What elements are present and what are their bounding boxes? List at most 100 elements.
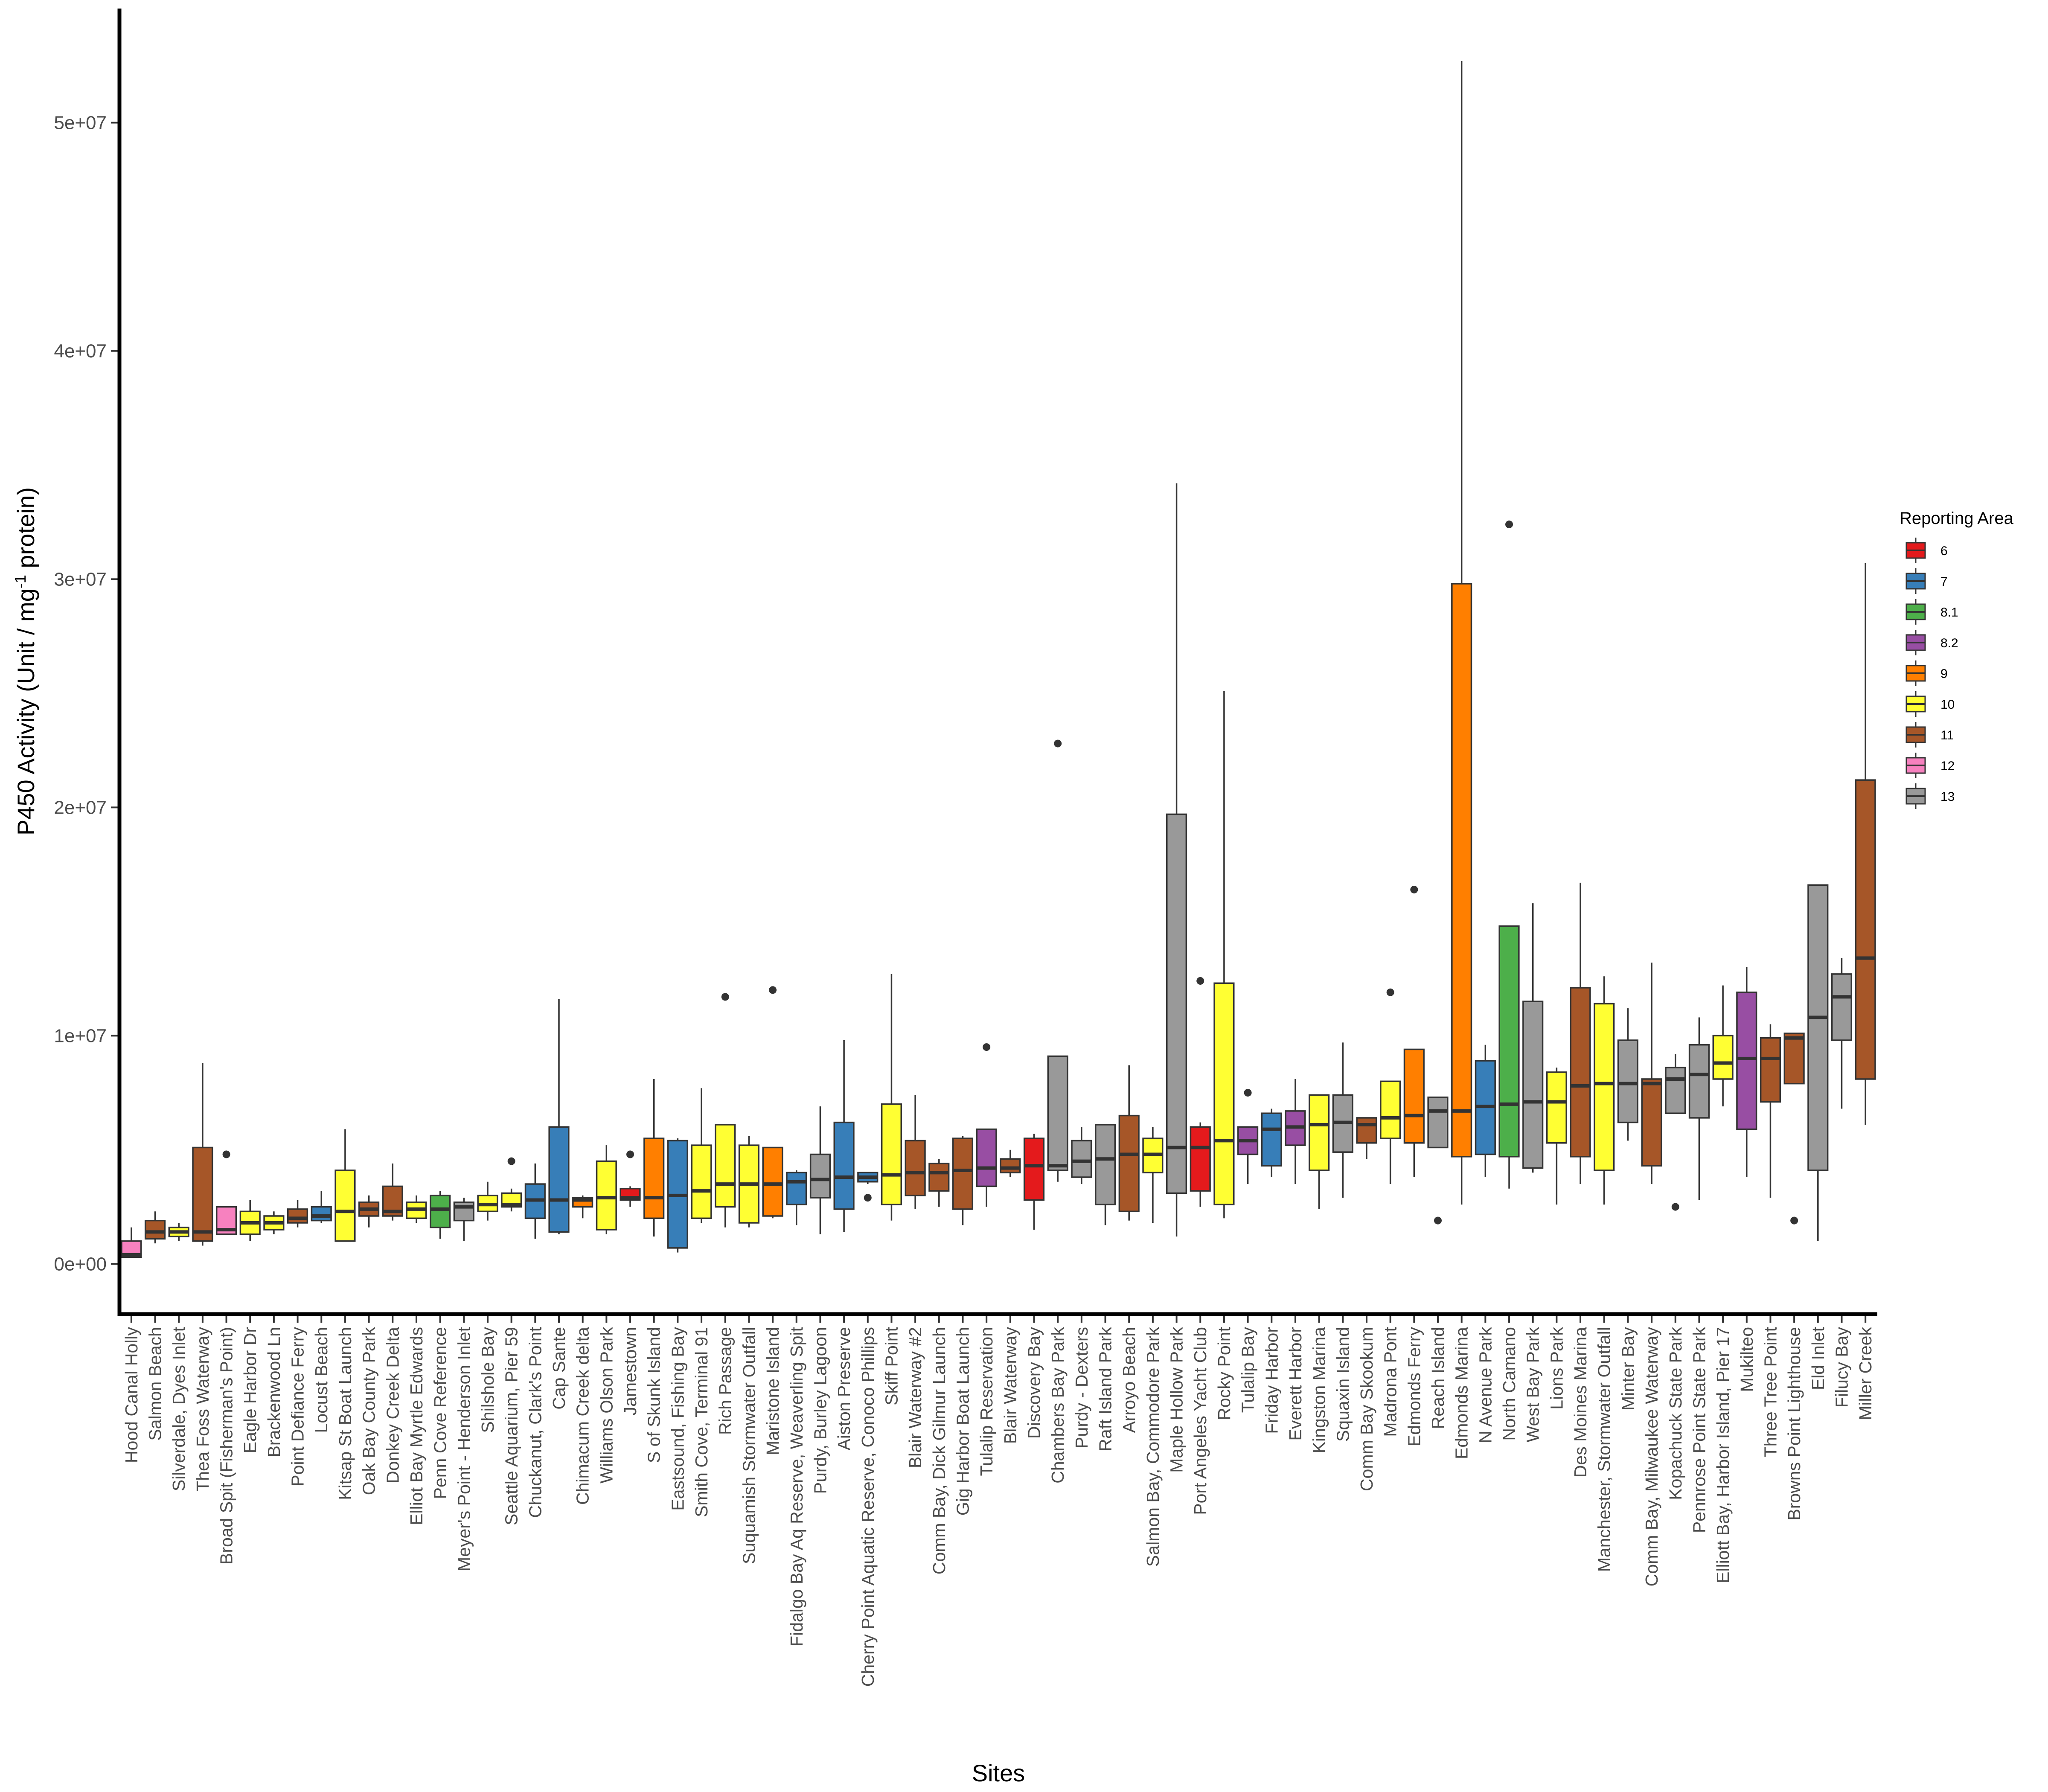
legend-item: 8.1: [1905, 599, 1958, 625]
box: [1427, 1097, 1449, 1149]
box-group: [1237, 1089, 1259, 1184]
box-group: [1166, 483, 1187, 1237]
x-tick-label: Chuckanut, Clark's Point: [525, 1327, 545, 1518]
outlier-point: [721, 993, 729, 1001]
box-group: [1760, 1024, 1781, 1198]
box-group: [287, 1200, 308, 1228]
box: [1118, 1114, 1140, 1213]
x-tick-label: Pennrose Point State Park: [1689, 1327, 1709, 1533]
box: [786, 1172, 807, 1205]
legend-item: 7: [1905, 568, 1948, 594]
box-group: [311, 1191, 332, 1223]
y-axis-title-tail: protein): [12, 487, 39, 575]
box: [1309, 1094, 1330, 1171]
box-group: [620, 1150, 641, 1207]
box-group: [1617, 1008, 1638, 1141]
x-tick-label: Squaxin Island: [1333, 1327, 1353, 1442]
outlier-point: [1434, 1216, 1442, 1225]
x-tick-label: Eagle Harbor Dr: [240, 1327, 260, 1453]
x-tick-label: Meyer's Point - Henderson Inlet: [454, 1327, 474, 1571]
x-tick-label: Purdy, Burley Lagoon: [810, 1327, 830, 1494]
box-group: [524, 1163, 546, 1239]
box: [287, 1208, 308, 1224]
box: [1166, 813, 1187, 1194]
legend-label: 11: [1940, 728, 1954, 742]
x-tick-label: Manchester, Stormwater Outfall: [1594, 1327, 1614, 1572]
box-group: [952, 1136, 974, 1225]
x-tick-label: Oak Bay County Park: [359, 1327, 379, 1495]
x-axis-title: Sites: [972, 1760, 1025, 1786]
box-group: [406, 1195, 427, 1223]
x-tick-label: Filucy Bay: [1832, 1327, 1851, 1408]
box: [1047, 1055, 1068, 1171]
box: [548, 1126, 570, 1233]
outlier-point: [1054, 739, 1062, 748]
box-group: [715, 993, 736, 1228]
box: [928, 1163, 950, 1192]
outlier-point: [1671, 1203, 1679, 1211]
legend-item: 9: [1905, 660, 1948, 686]
box: [430, 1195, 451, 1228]
x-tick-label: Elliot Bay Myrtle Edwards: [407, 1327, 426, 1525]
x-tick-label: Arroyo Beach: [1119, 1327, 1139, 1433]
legend-item: 10: [1905, 691, 1955, 717]
box-group: [928, 1159, 950, 1207]
x-tick-label: Point Defiance Ferry: [288, 1327, 308, 1487]
x-tick-label: Three Tree Point: [1760, 1327, 1780, 1457]
x-tick-label: Rocky Point: [1214, 1327, 1234, 1420]
box-group: [905, 1095, 926, 1209]
x-tick-label: Brackenwood Ln: [264, 1327, 284, 1457]
box-group: [809, 1106, 831, 1234]
x-tick-label: Browns Point Lighthouse: [1784, 1327, 1804, 1521]
box: [596, 1160, 617, 1231]
box: [311, 1206, 332, 1222]
x-tick-label: Broad Spit (Fisherman's Point): [217, 1327, 236, 1565]
x-tick-label: Elliott Bay, Harbor Island, Pier 17: [1713, 1327, 1733, 1583]
box-group: [215, 1150, 237, 1235]
x-tick-label: Tulalip Bay: [1238, 1327, 1258, 1413]
x-tick-label: Gig Harbor Boat Launch: [953, 1327, 972, 1516]
box: [1688, 1044, 1710, 1119]
y-axis-title: P450 Activity (Unit / mg-1 protein): [12, 487, 39, 835]
box-group: [1736, 967, 1757, 1178]
outlier-point: [626, 1150, 634, 1158]
x-tick-label: Kingston Marina: [1309, 1327, 1329, 1453]
box-group: [453, 1198, 474, 1241]
x-tick-label: Salmon Beach: [145, 1327, 165, 1441]
box-group: [1094, 1124, 1116, 1225]
box-group: [1071, 1127, 1092, 1184]
box-group: [596, 1145, 617, 1234]
legend-item: 13: [1905, 783, 1955, 809]
x-tick-label: Eastsound, Fishing Bay: [668, 1327, 687, 1511]
box-group: [1855, 563, 1876, 1125]
box-group: [1427, 1097, 1449, 1225]
box-group: [1142, 1127, 1164, 1223]
box-group: [1380, 988, 1401, 1184]
x-tick-label: Tulalip Reservation: [977, 1327, 996, 1476]
x-tick-label: Comm Bay, Dick Gilmur Launch: [929, 1327, 949, 1574]
box-group: [691, 1088, 712, 1223]
box-group: [738, 1136, 759, 1228]
y-tick-label: 0e+00: [54, 1254, 107, 1274]
box-group: [1807, 884, 1829, 1241]
outlier-point: [1505, 521, 1513, 529]
box-group: [1261, 1108, 1282, 1178]
x-tick-label: Thea Foss Waterway: [193, 1327, 212, 1492]
x-tick-label: Minter Bay: [1618, 1327, 1638, 1411]
box: [1522, 1001, 1544, 1169]
outlier-point: [507, 1157, 515, 1165]
box-group: [1047, 739, 1068, 1182]
box-group: [1000, 1149, 1021, 1178]
box: [1094, 1124, 1116, 1205]
box-group: [1522, 903, 1544, 1173]
box: [1190, 1126, 1211, 1192]
box-group: [857, 1172, 879, 1202]
x-tick-label: Raft Island Park: [1096, 1327, 1115, 1452]
box: [1831, 973, 1853, 1041]
box-group: [192, 1063, 213, 1246]
x-tick-label: Everett Harbor: [1286, 1327, 1305, 1441]
box: [905, 1140, 926, 1196]
x-tick-label: Miller Creek: [1856, 1327, 1875, 1420]
box: [1617, 1039, 1638, 1123]
box-group: [239, 1200, 261, 1241]
